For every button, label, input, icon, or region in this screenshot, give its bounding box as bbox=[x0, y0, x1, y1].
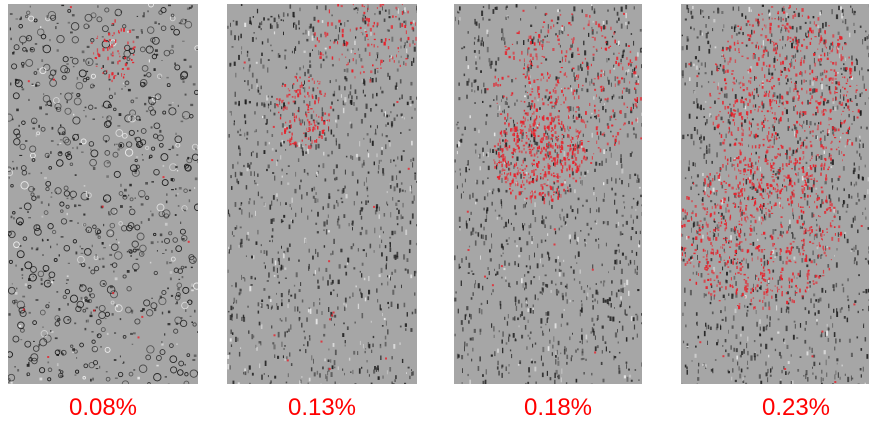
micrograph-panel-1 bbox=[8, 4, 198, 384]
speckle-image-2 bbox=[227, 4, 417, 384]
strain-label-1: 0.08% bbox=[68, 394, 138, 421]
strain-label-3: 0.18% bbox=[523, 394, 593, 421]
speckle-image-4 bbox=[681, 4, 869, 384]
speckle-image-1 bbox=[8, 4, 198, 384]
strain-label-2: 0.13% bbox=[287, 394, 357, 421]
speckle-image-3 bbox=[454, 4, 642, 384]
micrograph-panel-2 bbox=[227, 4, 417, 384]
micrograph-panel-4 bbox=[681, 4, 869, 384]
micrograph-panel-3 bbox=[454, 4, 642, 384]
strain-label-4: 0.23% bbox=[761, 394, 831, 421]
